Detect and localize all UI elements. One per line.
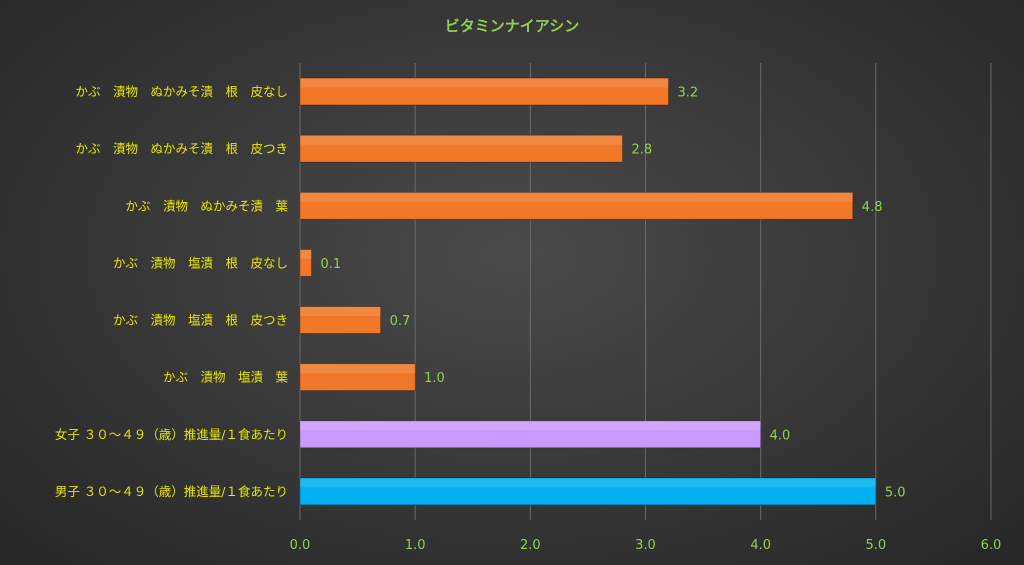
bar-highlight-5 [300,363,416,374]
bar-2 [299,191,854,220]
data-label-2: 4.8 [862,200,883,215]
data-label-7: 5.0 [885,485,906,500]
gridlines [299,63,992,520]
bar-5 [299,363,416,392]
bar-highlight-7 [300,478,876,488]
x-tick-label-6: 6.0 [981,538,1002,553]
data-labels: 3.2 2.8 4.8 0.1 0.7 1.0 4.0 5.0 [321,86,906,501]
data-label-3: 0.1 [321,257,342,272]
x-tick-label-4: 4.0 [750,538,771,553]
data-label-1: 2.8 [631,143,652,158]
bar-highlight-4 [300,306,381,317]
data-label-4: 0.7 [390,314,411,329]
x-tick-label-2: 2.0 [520,538,541,553]
data-label-0: 3.2 [678,86,699,101]
x-tick-label-0: 0.0 [290,538,311,553]
data-label-5: 1.0 [424,371,445,386]
bar-highlight-3 [300,249,312,259]
category-label-0: かぶ 漬物 ぬかみそ漬 根 皮なし [75,84,288,99]
category-label-4: かぶ 漬物 塩漬 根 皮つき [113,313,288,328]
bar-highlight-2 [300,192,853,202]
bar-highlight-0 [300,78,669,88]
bar-7 [299,477,877,506]
data-label-6: 4.0 [770,428,791,443]
bars [299,77,877,506]
category-label-3: かぶ 漬物 塩漬 根 皮なし [113,255,288,270]
bar-4 [299,306,382,334]
bar-6 [299,420,762,449]
bar-0 [299,77,669,106]
category-label-5: かぶ 漬物 塩漬 葉 [163,370,289,385]
x-tick-label-3: 3.0 [635,538,656,553]
bar-highlight-1 [300,135,623,145]
chart-title: ビタミンナイアシン [445,17,579,35]
bar-1 [299,134,623,163]
x-tick-label-5: 5.0 [865,538,886,553]
bar-3 [299,249,312,277]
x-axis-tick-labels: 0.0 1.0 2.0 3.0 4.0 5.0 6.0 [290,538,1002,553]
category-label-2: かぶ 漬物 ぬかみそ漬 葉 [125,198,288,213]
category-label-1: かぶ 漬物 ぬかみそ漬 根 皮つき [75,141,288,156]
x-tick-label-1: 1.0 [405,538,426,553]
bar-highlight-6 [300,420,761,431]
category-label-6: 女子 ３０～４９（歳）推進量/１食あたり [55,427,288,442]
category-label-7: 男子 ３０～４９（歳）推進量/１食あたり [55,484,288,499]
